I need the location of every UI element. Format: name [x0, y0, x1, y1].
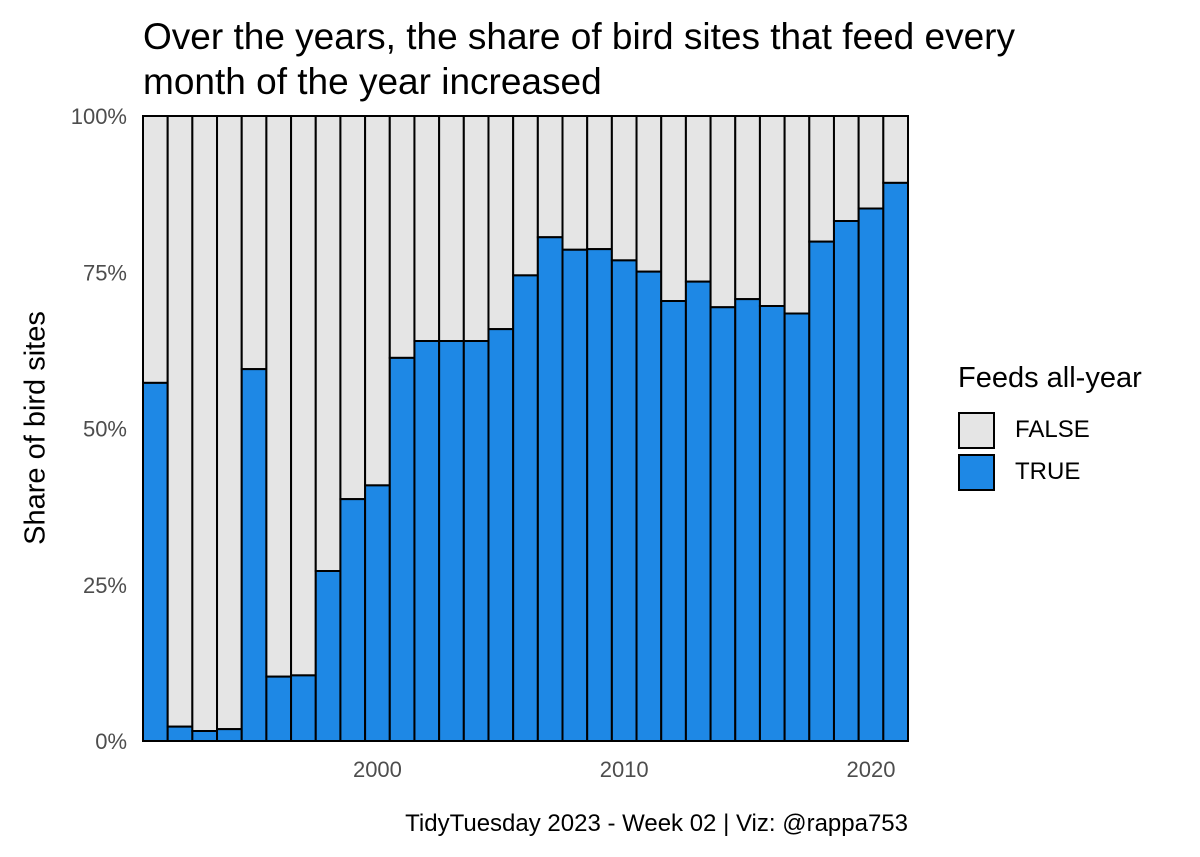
legend-label-true: TRUE: [1015, 458, 1081, 485]
bar-true-2007: [536, 236, 564, 742]
bar-false-2008: [561, 115, 589, 251]
bar-true-2009: [586, 248, 613, 742]
bar-false-2007: [536, 115, 564, 239]
bar-true-2011: [635, 270, 663, 742]
bar-false-2015: [734, 115, 761, 301]
bar-false-2013: [684, 115, 712, 283]
bar-false-2005: [487, 115, 515, 331]
bar-true-2020: [857, 207, 885, 742]
bar-false-1993: [191, 115, 219, 732]
y-tick-label: 75%: [83, 260, 127, 285]
bar-false-2002: [413, 115, 441, 342]
y-tick-label: 100%: [71, 104, 127, 129]
bar-false-1997: [290, 115, 317, 677]
caption: TidyTuesday 2023 - Week 02 | Viz: @rappa…: [405, 810, 908, 837]
bar-true-1999: [339, 498, 367, 742]
bar-true-2006: [512, 274, 539, 742]
bar-true-2018: [808, 240, 835, 742]
bar-false-2009: [586, 115, 613, 251]
bar-false-2010: [610, 115, 638, 262]
bar-false-2016: [758, 115, 786, 307]
bar-true-1992: [166, 725, 194, 742]
bar-false-2017: [783, 115, 811, 315]
bar-false-1999: [339, 115, 367, 501]
legend-title: Feeds all-year: [958, 362, 1142, 394]
bar-false-2021: [882, 115, 909, 184]
bar-true-1994: [216, 728, 243, 742]
bar-true-2013: [684, 280, 712, 742]
bar-true-2001: [388, 356, 416, 742]
bar-true-2019: [832, 220, 860, 742]
legend-label-false: FALSE: [1015, 416, 1090, 443]
bar-true-2021: [882, 181, 909, 742]
bar-false-1996: [265, 115, 293, 678]
bar-false-2011: [635, 115, 663, 273]
legend: Feeds all-year FALSE TRUE: [958, 362, 1142, 493]
bar-false-1992: [166, 115, 194, 728]
bar-true-2012: [660, 300, 687, 742]
bar-false-2012: [660, 115, 687, 302]
bar-false-2000: [364, 115, 391, 487]
bar-true-2010: [610, 259, 638, 742]
bar-false-2019: [832, 115, 860, 222]
x-tick-label: 2000: [353, 757, 402, 782]
bar-true-2016: [758, 305, 786, 742]
bar-false-2004: [462, 115, 490, 342]
bar-true-1991: [142, 381, 169, 742]
bar-true-2000: [364, 484, 391, 742]
bar-false-2014: [709, 115, 737, 309]
legend-swatch-false: [958, 411, 995, 449]
bar-false-1991: [142, 115, 169, 384]
bar-false-1994: [216, 115, 243, 731]
bar-true-2002: [413, 340, 441, 742]
bar-false-1998: [314, 115, 342, 572]
bar-true-1993: [191, 730, 219, 742]
bar-true-1996: [265, 675, 293, 742]
bar-false-2003: [438, 115, 465, 342]
bar-true-2015: [734, 298, 761, 742]
legend-item-true: TRUE: [958, 451, 1142, 493]
bar-true-2003: [438, 340, 465, 742]
bar-false-2001: [388, 115, 416, 359]
x-tick-label: 2010: [600, 757, 649, 782]
legend-swatch-true: [958, 453, 995, 491]
chart-title: Over the years, the share of bird sites …: [143, 16, 1015, 102]
y-tick-label: 25%: [83, 573, 127, 598]
bar-false-2020: [857, 115, 885, 210]
y-tick-label: 0%: [95, 729, 127, 754]
bar-true-1998: [314, 570, 342, 742]
bar-true-2017: [783, 312, 811, 742]
bar-false-2018: [808, 115, 835, 243]
bar-true-2014: [709, 306, 737, 742]
bar-false-2006: [512, 115, 539, 277]
bar-false-1995: [240, 115, 268, 371]
bar-true-1997: [290, 674, 317, 742]
y-tick-label: 50%: [83, 417, 127, 442]
bar-true-2004: [462, 340, 490, 742]
bar-true-2005: [487, 328, 515, 742]
bar-true-2008: [561, 248, 589, 742]
legend-item-false: FALSE: [958, 409, 1142, 451]
x-tick-label: 2020: [847, 757, 896, 782]
bar-true-1995: [240, 368, 268, 742]
